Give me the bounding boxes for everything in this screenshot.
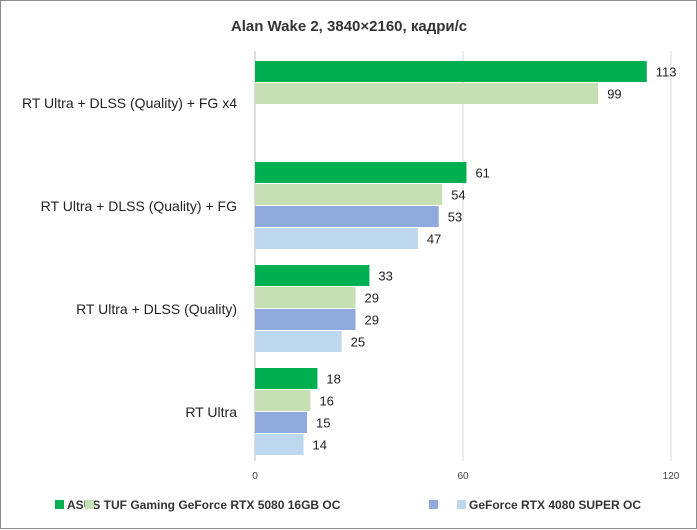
category-label: RT Ultra + DLSS (Quality) [76, 301, 237, 317]
data-label: 53 [448, 210, 462, 225]
bars-layer [255, 61, 647, 455]
x-tick-label: 120 [663, 471, 680, 482]
bar [255, 390, 311, 411]
data-label: 54 [451, 188, 465, 203]
grid-layer [254, 51, 672, 461]
data-label: 99 [607, 87, 621, 102]
data-label: 25 [351, 335, 365, 350]
data-label: 33 [378, 269, 392, 284]
bar [255, 309, 356, 330]
x-tick-label: 60 [457, 471, 469, 482]
bar [255, 331, 342, 352]
legend-swatch [55, 500, 64, 509]
ticks-layer: 0 60 120 [252, 471, 680, 482]
data-label: 15 [316, 416, 330, 431]
bar [255, 228, 418, 249]
data-label: 29 [365, 313, 379, 328]
data-label: 14 [313, 438, 327, 453]
bar [255, 287, 356, 308]
bar [255, 206, 439, 227]
legend-label: GeForce RTX 4080 SUPER OC [469, 498, 641, 512]
bar [255, 83, 599, 104]
legend-swatch [457, 500, 466, 509]
legend-swatch [429, 500, 438, 509]
legend-swatch [85, 500, 94, 509]
legend-label: ASUS TUF Gaming GeForce RTX 5080 16GB OC [67, 498, 341, 512]
legend: ASUS TUF Gaming GeForce RTX 5080 16GB OC… [55, 498, 641, 512]
bar [255, 412, 307, 433]
bar [255, 162, 467, 183]
category-label: RT Ultra + DLSS (Quality) + FG x4 [22, 95, 237, 111]
category-label: RT Ultra [185, 404, 237, 420]
data-label: 29 [365, 291, 379, 306]
bar [255, 368, 318, 389]
data-label: 61 [475, 166, 489, 181]
labels-layer: 113 99 RT Ultra + DLSS (Quality) + FG x4 61… [22, 65, 676, 453]
category-label: RT Ultra + DLSS (Quality) + FG [41, 198, 237, 214]
bar [255, 434, 304, 455]
chart-title: Alan Wake 2, 3840×2160, кадри/с [231, 18, 467, 35]
data-label: 47 [427, 232, 441, 247]
data-label: 113 [656, 65, 677, 80]
bar [255, 265, 370, 286]
bar [255, 184, 443, 205]
data-label: 18 [326, 372, 340, 387]
x-tick-label: 0 [252, 471, 258, 482]
data-label: 16 [319, 394, 333, 409]
bar [255, 61, 647, 82]
